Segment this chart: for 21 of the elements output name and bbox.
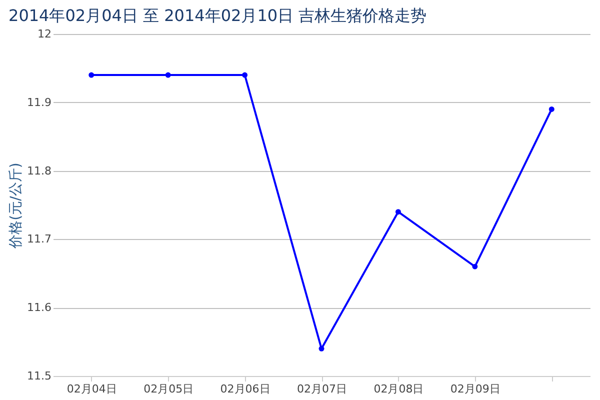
point — [165, 72, 171, 78]
point — [88, 72, 94, 78]
y-tick-label: 11.8 — [27, 164, 52, 178]
x-tick-label: 02月07日 — [297, 382, 347, 396]
x-tick-label: 02月06日 — [220, 382, 270, 396]
x-tick-label: 02月09日 — [450, 382, 500, 396]
y-tick-label: 12 — [38, 28, 52, 40]
point — [472, 264, 478, 270]
x-tick-label: 02月08日 — [374, 382, 424, 396]
point — [548, 106, 554, 112]
chart-title: 2014年02月04日 至 2014年02月10日 吉林生猪价格走势 — [8, 6, 427, 25]
y-tick-label: 11.5 — [27, 370, 52, 382]
y-tick-label: 11.9 — [27, 96, 52, 109]
point — [318, 346, 324, 352]
y-tick-label: 11.6 — [27, 301, 52, 314]
x-tick-label: 02月04日 — [66, 382, 117, 396]
point — [395, 209, 401, 215]
point — [242, 72, 248, 78]
y-axis-title: 价格(元/公斤) — [8, 162, 24, 250]
y-tick-label: 11.7 — [27, 232, 52, 246]
x-tick-label: 02月05日 — [144, 382, 194, 396]
